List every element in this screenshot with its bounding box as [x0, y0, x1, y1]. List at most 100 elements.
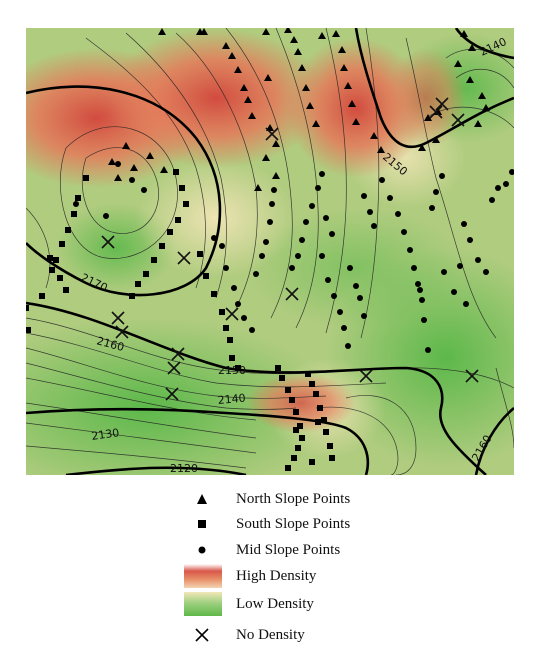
north-slope-point [474, 120, 482, 127]
south-slope-point [315, 419, 321, 425]
legend-north: North Slope Points [184, 487, 350, 511]
mid-slope-point [489, 197, 495, 203]
north-slope-point [234, 66, 242, 73]
north-slope-point [318, 32, 326, 39]
south-slope-point [57, 275, 63, 281]
mid-slope-point [451, 289, 457, 295]
mid-slope-point [341, 325, 347, 331]
mid-slope-point [303, 219, 309, 225]
south-slope-point [219, 309, 225, 315]
mid-slope-point [315, 185, 321, 191]
mid-slope-point [241, 315, 247, 321]
mid-slope-point [73, 201, 79, 207]
south-slope-point [279, 375, 285, 381]
south-slope-point [297, 423, 303, 429]
map-legend: North Slope Points South Slope Points Mi… [184, 485, 404, 655]
north-slope-point [114, 174, 122, 181]
north-slope-point [122, 142, 130, 149]
south-slope-point [65, 227, 71, 233]
mid-slope-point [319, 171, 325, 177]
mid-slope-point [331, 293, 337, 299]
contour-label: 2130 [91, 426, 121, 443]
north-slope-point [466, 76, 474, 83]
no-density-point [115, 325, 129, 339]
mid-slope-point [319, 253, 325, 259]
no-density-point [165, 387, 179, 401]
south-slope-point [179, 185, 185, 191]
south-slope-point [275, 365, 281, 371]
mid-slope-point [253, 271, 259, 277]
north-slope-point [312, 120, 320, 127]
south-slope-point [285, 387, 291, 393]
mid-slope-point [271, 187, 277, 193]
legend-high: High Density [184, 563, 316, 589]
north-slope-point [418, 144, 426, 151]
mid-slope-point [421, 317, 427, 323]
south-slope-point [309, 459, 315, 465]
legend-none: No Density [184, 623, 305, 647]
north-slope-point [240, 84, 248, 91]
south-slope-point [327, 443, 333, 449]
mid-slope-point [211, 235, 217, 241]
no-density-point [359, 369, 373, 383]
south-slope-point [159, 243, 165, 249]
contour-label: 2150 [218, 364, 246, 377]
mid-slope-point [407, 247, 413, 253]
mid-slope-point [337, 309, 343, 315]
mid-slope-point [219, 243, 225, 249]
legend-south: South Slope Points [184, 512, 350, 536]
mid-slope-point [325, 277, 331, 283]
mid-slope-point [463, 301, 469, 307]
mid-slope-point [231, 285, 237, 291]
mid-slope-point [433, 189, 439, 195]
mid-slope-point [411, 265, 417, 271]
high-density-swatch [184, 564, 222, 588]
mid-slope-point [141, 187, 147, 193]
legend-south-label: South Slope Points [236, 515, 351, 532]
north-slope-point [434, 108, 442, 115]
north-slope-point [482, 104, 490, 111]
no-density-point [285, 287, 299, 301]
south-slope-point [291, 455, 297, 461]
mid-slope-point [417, 287, 423, 293]
mid-slope-point [509, 169, 514, 175]
no-density-point [429, 105, 443, 119]
north-slope-point [158, 28, 166, 35]
mid-slope-point [415, 281, 421, 287]
north-slope-point [302, 84, 310, 91]
south-slope-point [229, 355, 235, 361]
mid-slope-point [353, 283, 359, 289]
mid-slope-point [387, 195, 393, 201]
mid-slope-point [345, 343, 351, 349]
no-density-point [451, 113, 465, 127]
south-slope-point [321, 417, 327, 423]
mid-slope-point [457, 263, 463, 269]
north-slope-point [460, 30, 468, 37]
north-slope-point [248, 112, 256, 119]
mid-slope-point [367, 209, 373, 215]
north-slope-point [160, 166, 168, 173]
north-slope-point [294, 48, 302, 55]
north-slope-point [222, 42, 230, 49]
south-slope-point [299, 435, 305, 441]
north-slope-point [272, 140, 280, 147]
north-slope-point [264, 74, 272, 81]
legend-mid: Mid Slope Points [184, 538, 340, 562]
south-slope-point [175, 217, 181, 223]
mid-slope-point [289, 265, 295, 271]
mid-slope-point [129, 177, 135, 183]
north-slope-point [377, 146, 385, 153]
mid-slope-point [483, 269, 489, 275]
mid-slope-point [425, 347, 431, 353]
mid-slope-point [357, 295, 363, 301]
south-slope-point [129, 293, 135, 299]
south-slope-point [293, 409, 299, 415]
no-density-point [177, 251, 191, 265]
south-slope-point [227, 337, 233, 343]
circle-icon [184, 544, 220, 556]
north-slope-point [272, 172, 280, 179]
south-slope-point [39, 293, 45, 299]
south-slope-point [211, 291, 217, 297]
mid-slope-point [361, 313, 367, 319]
north-slope-point [370, 132, 378, 139]
